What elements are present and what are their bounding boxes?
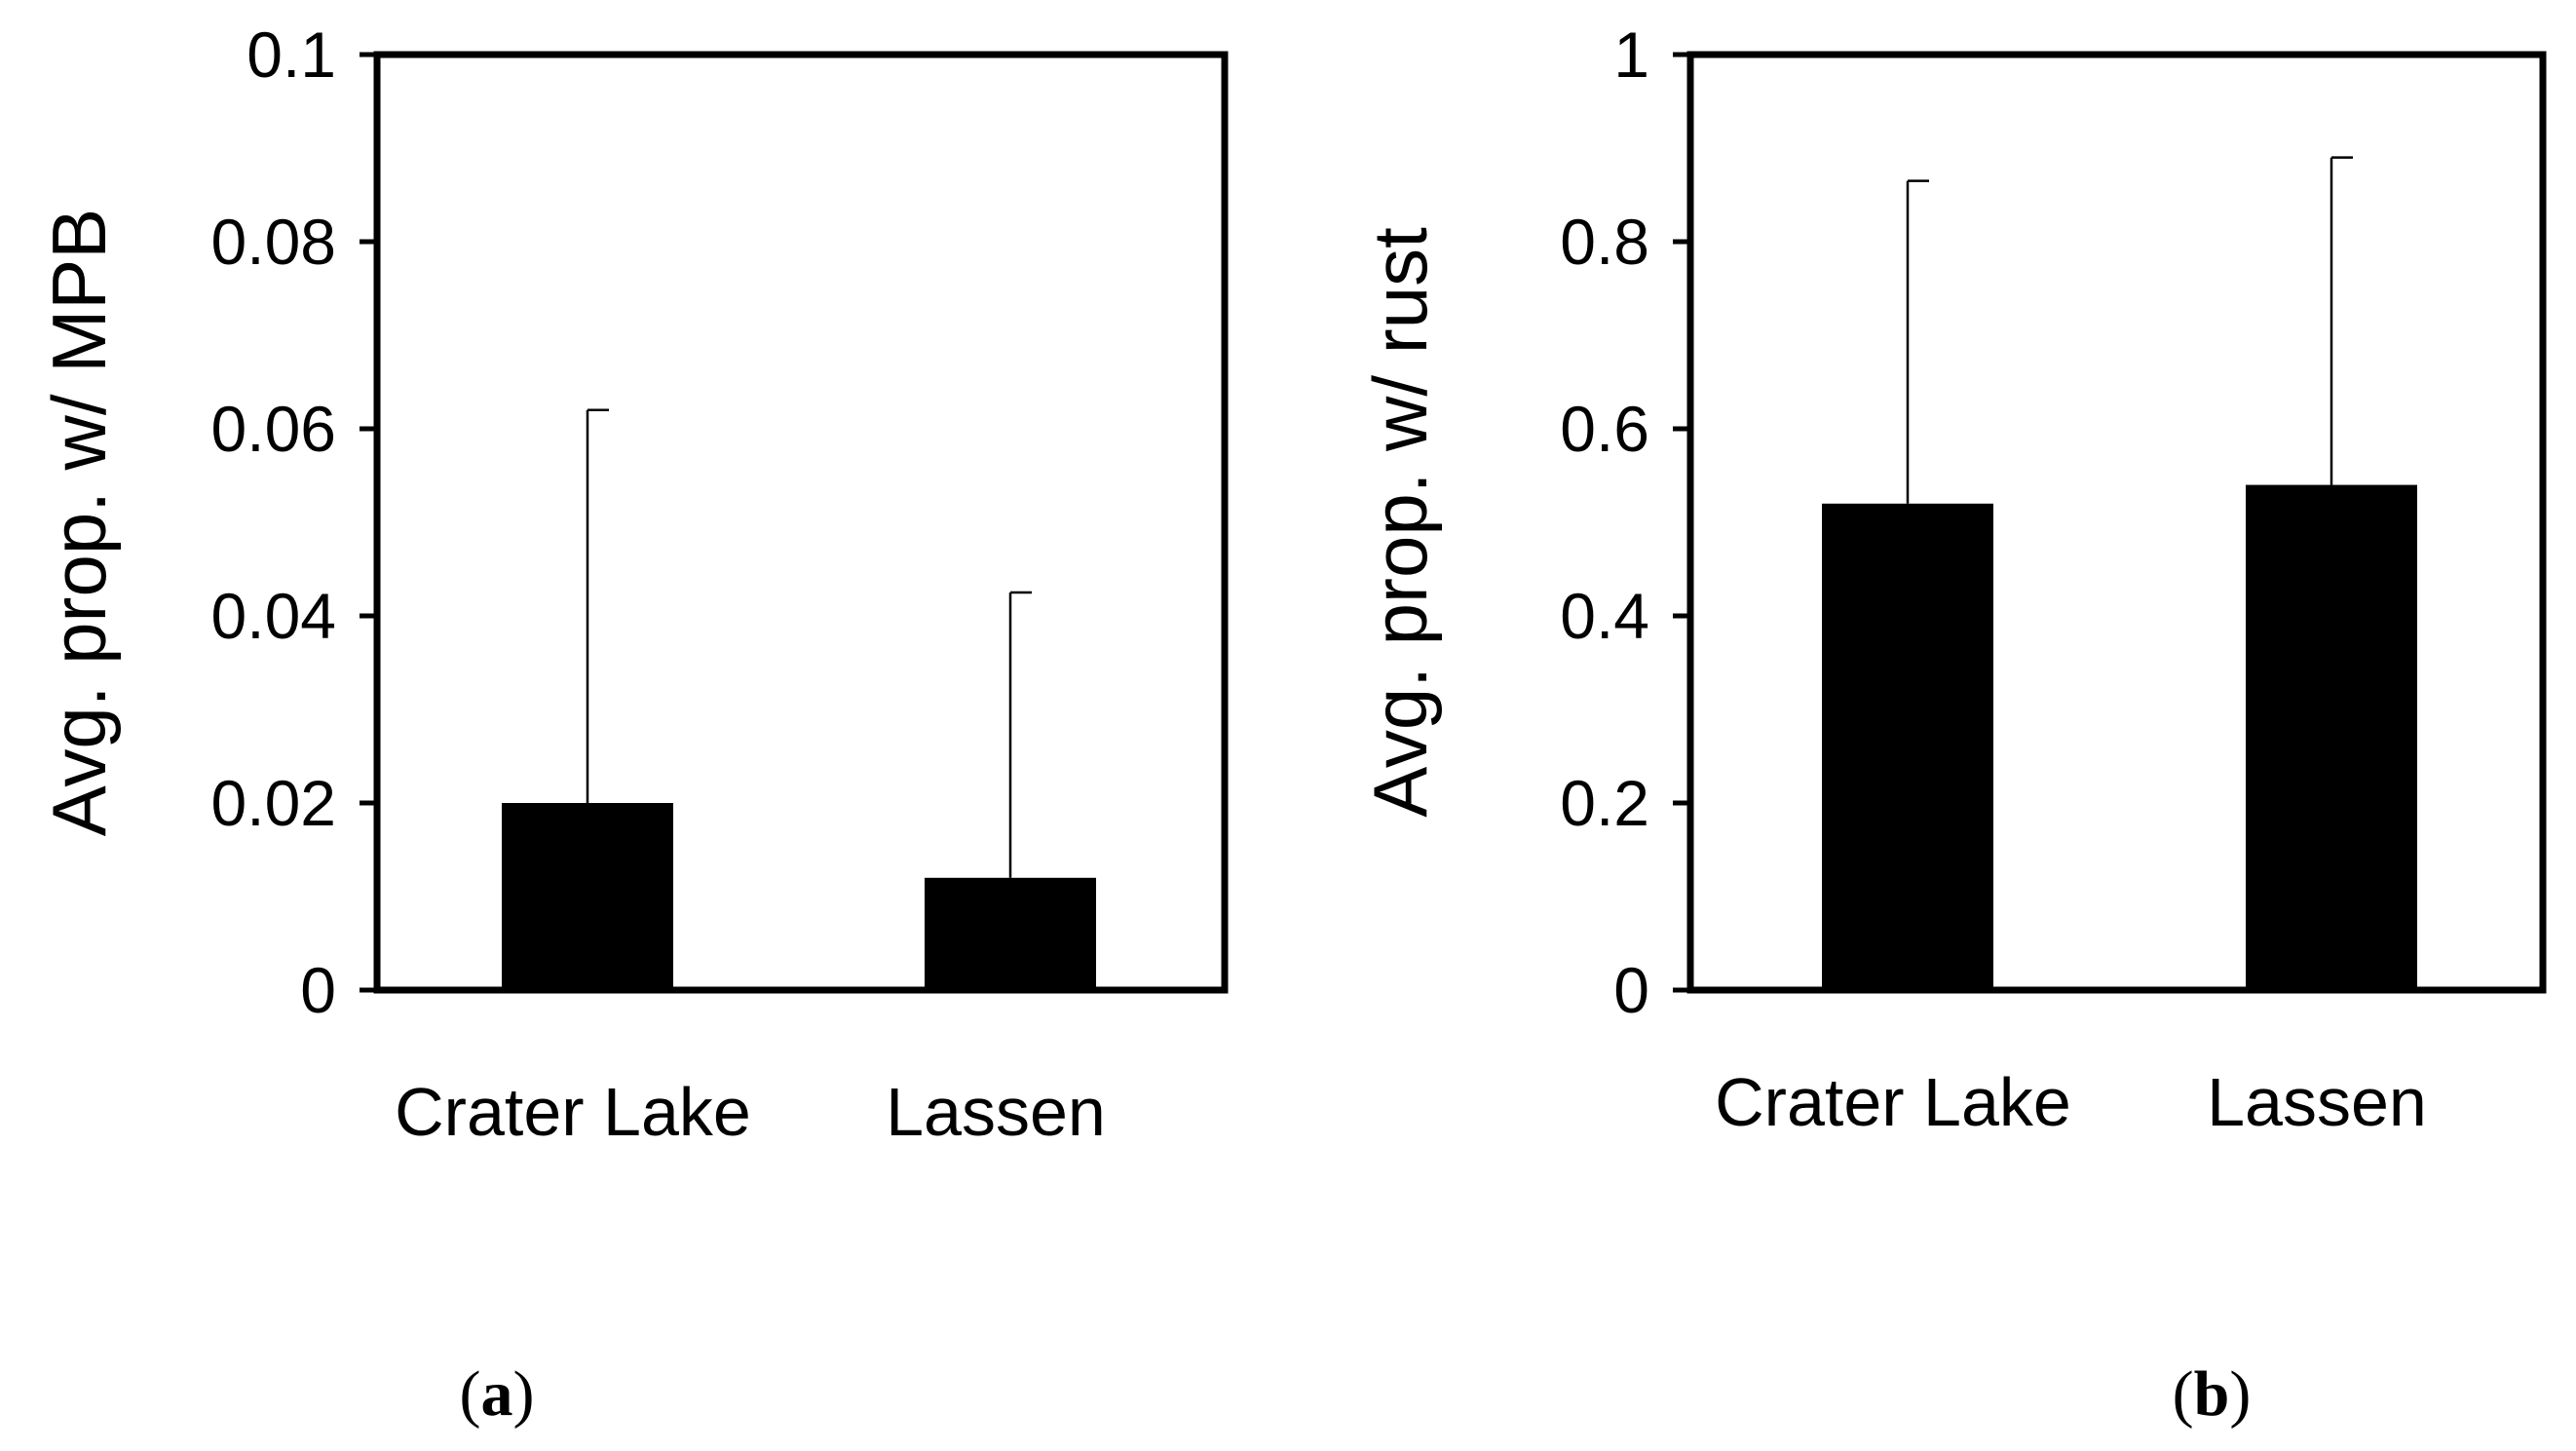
y-tick-label: 0.8: [1560, 206, 1649, 278]
bar: [2246, 484, 2417, 991]
bar: [1822, 503, 1993, 990]
y-tick-label: 0.2: [1560, 767, 1649, 839]
category-labels-b: Crater Lake Lassen: [1715, 1064, 2427, 1140]
category-label: Crater Lake: [395, 1074, 751, 1150]
y-tick-label: 0.08: [211, 206, 336, 278]
y-tick-label: 0.1: [246, 19, 336, 91]
y-tick-labels-b: 0 0.2 0.4 0.6 0.8 1: [1560, 19, 1690, 1026]
y-tick-label: 0.04: [211, 580, 336, 652]
panel-label-b: (b): [2173, 1358, 2252, 1430]
bar: [502, 803, 673, 990]
y-tick-labels-a: 0 0.02 0.04 0.06 0.08 0.1: [211, 19, 377, 1026]
y-tick-label: 0.02: [211, 767, 336, 839]
y-tick-label: 0: [300, 954, 336, 1026]
category-label: Lassen: [2207, 1064, 2427, 1140]
panel-label-a: (a): [460, 1358, 535, 1430]
y-tick-label: 0: [1613, 954, 1649, 1026]
chart-marks-a: [502, 408, 1096, 990]
chart-panel-b: 0 0.2 0.4 0.6 0.8 1 Crater Lake Lassen Avg. pr…: [1357, 19, 2547, 1430]
chart-marks-b: [1822, 156, 2417, 991]
plot-frame-a: [373, 51, 1229, 994]
chart-panel-a: 0 0.02 0.04 0.06 0.08 0.1 Crater Lake Lassen A…: [36, 19, 1229, 1430]
y-tick-label: 0.4: [1560, 580, 1649, 652]
category-labels-a: Crater Lake Lassen: [395, 1074, 1106, 1150]
plot-frame-b: [1686, 51, 2547, 994]
category-label: Crater Lake: [1715, 1064, 2071, 1140]
category-label: Lassen: [886, 1074, 1106, 1150]
y-axis-title-a: Avg. prop. w/ MPB: [36, 209, 122, 837]
y-axis-title-b: Avg. prop. w/ rust: [1357, 227, 1443, 818]
y-tick-label: 0.06: [211, 393, 336, 465]
y-tick-label: 0.6: [1560, 393, 1649, 465]
bar: [925, 877, 1096, 990]
y-tick-label: 1: [1613, 19, 1649, 91]
